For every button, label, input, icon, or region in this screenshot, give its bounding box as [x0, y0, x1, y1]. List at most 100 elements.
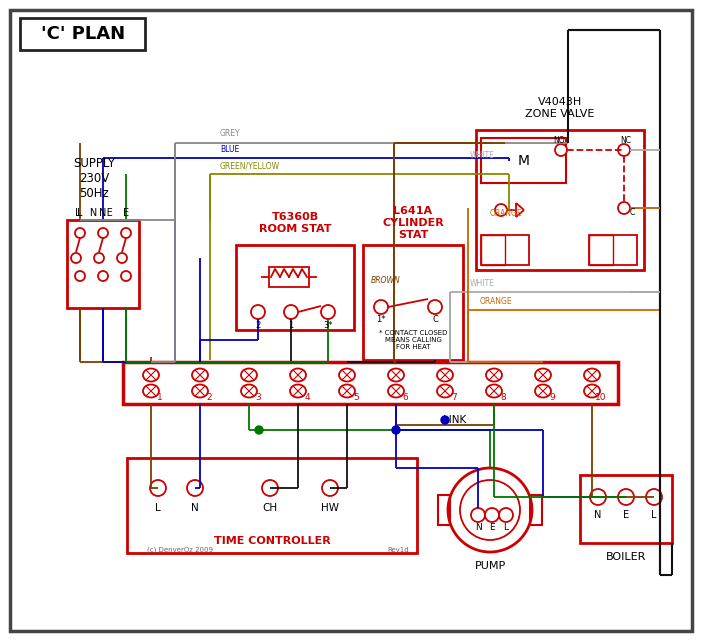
- Text: HW: HW: [321, 503, 339, 513]
- Ellipse shape: [192, 369, 208, 381]
- Ellipse shape: [486, 369, 502, 381]
- Circle shape: [618, 489, 634, 505]
- Circle shape: [117, 253, 127, 263]
- Text: * CONTACT CLOSED
MEANS CALLING
FOR HEAT: * CONTACT CLOSED MEANS CALLING FOR HEAT: [379, 330, 447, 350]
- Text: L: L: [155, 503, 161, 513]
- Circle shape: [255, 426, 263, 434]
- Ellipse shape: [143, 385, 159, 397]
- Ellipse shape: [290, 385, 306, 397]
- Ellipse shape: [339, 385, 355, 397]
- Text: BOILER: BOILER: [606, 552, 646, 562]
- Circle shape: [71, 253, 81, 263]
- Text: L   N   E: L N E: [75, 208, 113, 218]
- Text: 5: 5: [353, 392, 359, 401]
- Text: 1: 1: [157, 392, 163, 401]
- Circle shape: [495, 204, 507, 216]
- Text: 9: 9: [549, 392, 555, 401]
- Text: NC: NC: [621, 135, 632, 144]
- Text: GREY: GREY: [220, 129, 241, 138]
- Text: 7: 7: [451, 392, 457, 401]
- Text: N: N: [595, 510, 602, 520]
- Ellipse shape: [192, 385, 208, 397]
- Ellipse shape: [535, 369, 551, 381]
- Text: GREEN/YELLOW: GREEN/YELLOW: [220, 161, 280, 170]
- Bar: [589, 235, 637, 265]
- Circle shape: [121, 271, 131, 281]
- Bar: [123, 362, 618, 404]
- Text: BLUE: BLUE: [220, 145, 239, 154]
- Circle shape: [98, 228, 108, 238]
- Ellipse shape: [437, 385, 453, 397]
- Ellipse shape: [584, 385, 600, 397]
- Text: 3: 3: [255, 392, 261, 401]
- Text: 10: 10: [595, 392, 607, 401]
- Text: C: C: [630, 208, 635, 217]
- Bar: [20, 18, 145, 50]
- Text: 1*: 1*: [376, 315, 386, 324]
- Bar: [530, 495, 542, 525]
- Circle shape: [150, 480, 166, 496]
- Circle shape: [460, 480, 520, 540]
- Bar: [67, 220, 139, 308]
- Text: NO: NO: [553, 135, 565, 144]
- Text: TIME CONTROLLER: TIME CONTROLLER: [213, 536, 331, 546]
- Circle shape: [392, 426, 400, 434]
- Text: WHITE: WHITE: [470, 151, 495, 160]
- Bar: [481, 138, 566, 183]
- Text: BROWN: BROWN: [371, 276, 401, 285]
- Text: N: N: [99, 208, 107, 218]
- Circle shape: [321, 305, 335, 319]
- Text: 2: 2: [206, 392, 212, 401]
- Circle shape: [555, 144, 567, 156]
- Ellipse shape: [241, 369, 257, 381]
- Text: L: L: [651, 510, 657, 520]
- Bar: [481, 235, 529, 265]
- Ellipse shape: [486, 385, 502, 397]
- Text: Rev1d: Rev1d: [387, 547, 409, 553]
- Text: CH: CH: [263, 503, 277, 513]
- Text: PUMP: PUMP: [475, 561, 505, 571]
- Text: V4043H
ZONE VALVE: V4043H ZONE VALVE: [525, 97, 595, 119]
- Ellipse shape: [143, 369, 159, 381]
- Circle shape: [448, 468, 532, 552]
- Text: E: E: [123, 208, 129, 218]
- Circle shape: [94, 253, 104, 263]
- Circle shape: [499, 508, 513, 522]
- Bar: [127, 458, 417, 553]
- Text: (c) DenverOz 2009: (c) DenverOz 2009: [147, 547, 213, 553]
- Circle shape: [485, 508, 499, 522]
- Circle shape: [251, 305, 265, 319]
- Ellipse shape: [241, 385, 257, 397]
- Text: M: M: [517, 153, 529, 167]
- Text: E: E: [489, 524, 495, 533]
- Text: 6: 6: [402, 392, 408, 401]
- Ellipse shape: [535, 385, 551, 397]
- Ellipse shape: [388, 385, 404, 397]
- Circle shape: [98, 271, 108, 281]
- Circle shape: [75, 228, 85, 238]
- Ellipse shape: [388, 369, 404, 381]
- Circle shape: [428, 300, 442, 314]
- Circle shape: [322, 480, 338, 496]
- Bar: [269, 267, 309, 287]
- Text: LINK: LINK: [444, 415, 467, 425]
- Text: 8: 8: [500, 392, 506, 401]
- Ellipse shape: [437, 369, 453, 381]
- Text: SUPPLY
230V
50Hz: SUPPLY 230V 50Hz: [73, 156, 115, 199]
- Bar: [476, 130, 644, 270]
- Text: 3*: 3*: [323, 320, 333, 329]
- Text: ORANGE: ORANGE: [490, 208, 522, 217]
- Circle shape: [618, 202, 630, 214]
- Text: 4: 4: [304, 392, 310, 401]
- Bar: [438, 495, 450, 525]
- Circle shape: [646, 489, 662, 505]
- Circle shape: [262, 480, 278, 496]
- Text: WHITE: WHITE: [470, 279, 495, 288]
- Circle shape: [441, 416, 449, 424]
- Bar: [363, 245, 463, 360]
- Bar: [481, 235, 505, 265]
- Text: 'C' PLAN: 'C' PLAN: [41, 25, 125, 43]
- Circle shape: [284, 305, 298, 319]
- Circle shape: [618, 144, 630, 156]
- Text: N: N: [191, 503, 199, 513]
